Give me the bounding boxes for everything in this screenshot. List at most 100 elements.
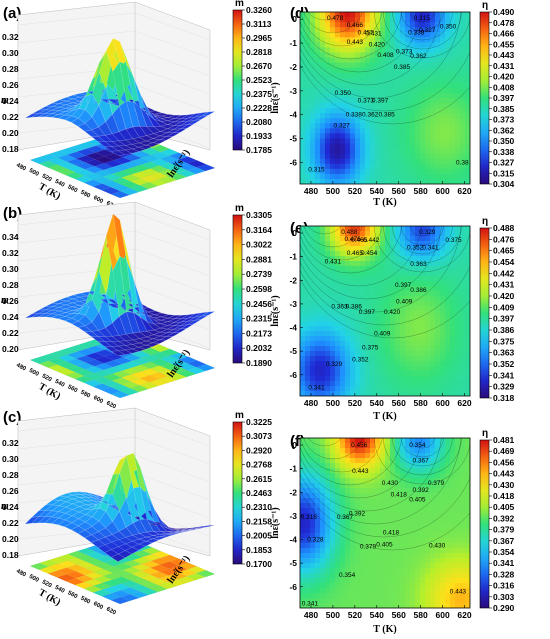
surface-a-colorbar-tick: 0.2523 [246,75,272,85]
heatmap-d-contour-label: 0.420 [369,41,386,48]
surface-c-colorbar-title: m [235,410,244,421]
surface-c-x-tick: 620 [105,606,117,616]
surface-c-colorbar-tick: 0.3225 [246,417,272,427]
surface-c-x-tick: 540 [54,585,66,595]
heatmap-e-contour-label: 0.409 [396,299,413,306]
heatmap-e-contour-label: 0.397 [395,282,412,289]
surface-b-floor-projection [29,329,216,399]
heatmap-d-y-tick: -2 [289,62,297,72]
surface-c-colorbar-tick: 0.2615 [246,474,272,484]
heatmap-d-colorbar-tick: 0.327 [493,158,515,168]
heatmap-f-x-tick: 560 [392,610,406,620]
heatmap-e-contour-label: 0.420 [384,309,401,316]
heatmap-f-y-label: lnε̇(s⁻¹) [270,507,281,538]
heatmap-d-y-tick: -1 [289,38,297,48]
heatmap-e-y-tick: -5 [289,346,297,356]
surface-a-colorbar-tick: 0.3113 [246,19,272,29]
heatmap-d: (d)480 500 520 540 560 580 600 6200-1-2-3-4-5-6… [270,0,515,208]
heatmap-f-contour-label: 0.443 [352,468,369,475]
surface-a-z-tick: 0.24 [2,96,19,106]
heatmap-d-colorbar-tick: 0.350 [493,136,515,146]
surface-a-colorbar-tick: 0.2080 [246,117,272,127]
heatmap-f-contour-label: 0.367 [413,457,430,464]
heatmap-e-colorbar-tick: 0.442 [493,268,515,278]
heatmap-d-x-label: T (K) [373,197,396,208]
heatmap-f-contour-label: 0.430 [429,542,446,549]
heatmap-d-x-tick: 620 [457,186,471,196]
surface-b-z-tick: 0.32 [2,248,19,258]
surface-b-label: (b) [3,205,22,222]
heatmap-f-contour-label: 0.392 [349,511,366,518]
heatmap-f-field [300,438,470,608]
heatmap-e-colorbar-tick: 0.431 [493,280,515,290]
surface-a-colorbar-tick: 0.2670 [246,61,272,71]
heatmap-e-x-label: T (K) [373,411,396,422]
heatmap-panels: (d)480 500 520 540 560 580 600 6200-1-2-3-4-5-6… [270,0,515,635]
surface-c-colorbar [232,421,243,565]
heatmap-d-colorbar-tick: 0.397 [493,93,515,103]
surface-a-z-tick: 0.18 [2,144,19,154]
heatmap-f-colorbar-tick: 0.367 [493,536,515,546]
heatmap-e-contour-label: 0.329 [419,229,436,236]
heatmap-e-y-tick: -6 [289,370,297,380]
heatmap-f-colorbar-tick: 0.430 [493,480,515,490]
heatmap-e-contour-label: 0.363 [410,261,427,268]
surface-b-x-tick: 620 [105,400,117,410]
surface-b: (b)0.340.320.300.280.260.240.220.20m4805… [1,201,272,411]
heatmap-e-x-tick: 600 [435,398,449,408]
surface-a-colorbar-tick: 0.3260 [246,5,272,15]
heatmap-d-x-tick: 520 [348,186,362,196]
heatmap-f-contour-label: 0.354 [339,572,356,579]
heatmap-d-contour-label: 0.362 [410,53,427,60]
surface-c-z-tick: 0.22 [2,518,19,528]
surface-c: (c)0.320.300.280.260.240.220.200.18m4805… [1,407,272,617]
surface-b-colorbar-tick: 0.3305 [246,210,272,220]
heatmap-e-colorbar-tick: 0.375 [493,336,515,346]
surface-b-x-tick: 480 [15,362,27,372]
surface-b-surface [24,213,216,356]
heatmap-e-x-tick: 620 [457,398,471,408]
heatmap-d-x-tick: 560 [392,186,406,196]
surface-c-colorbar-tick: 0.3073 [246,431,272,441]
surface-c-label: (c) [3,409,21,426]
heatmap-d-colorbar [479,11,490,185]
heatmap-d-y-label: lnε̇(s⁻¹) [270,82,281,113]
surface-b-colorbar-tick: 0.1890 [246,358,272,368]
heatmap-d-y-tick: -3 [289,86,297,96]
surface-b-colorbar [232,214,243,364]
heatmap-f-x-tick: 600 [435,610,449,620]
heatmap-d-x-tick: 540 [370,186,384,196]
heatmap-d-field [300,12,470,184]
surface-c-z-tick: 0.26 [2,486,19,496]
surface-c-colorbar-tick: 0.1853 [246,545,272,555]
heatmap-f-colorbar-tick: 0.316 [493,581,515,591]
surface-c-z-tick: 0.18 [2,550,19,560]
heatmap-e-y-tick: 0 [292,228,297,238]
surface-c-z-tick: 0.20 [2,534,19,544]
surface-c-x-tick: 480 [15,568,27,578]
surface-b-colorbar-tick: 0.3164 [246,225,272,235]
heatmap-d-colorbar-title: η [482,0,488,11]
surface-a-x-tick: 560 [66,184,78,194]
heatmap-d-contour-label: 0.431 [365,31,382,38]
surface-c-colorbar-tick: 0.2005 [246,531,272,541]
heatmap-e-x-tick: 480 [304,398,318,408]
surface-b-x-tick: 580 [79,390,91,400]
surface-b-colorbar-tick: 0.3022 [246,240,272,250]
surface-c-z-tick: 0.30 [2,454,19,464]
surface-c-z-tick: 0.32 [2,438,19,448]
heatmap-d-contour-label: 0.385 [394,64,411,71]
heatmap-e-contour-label: 0.363 [331,303,348,310]
heatmap-f-colorbar-tick: 0.469 [493,446,515,456]
heatmap-e-contour-label: 0.431 [325,258,342,265]
heatmap-e-y-tick: -4 [289,323,297,333]
heatmap-e-y-tick: -2 [289,275,297,285]
heatmap-e: (e)480 500 520 540 560 580 600 6200-1-2-3-4-5-6… [270,216,515,422]
heatmap-e-colorbar-tick: 0.318 [493,393,515,403]
heatmap-d-contour-label: 0.350 [440,23,457,30]
surface-a-z-tick: 0.32 [2,32,19,42]
surface-a-x-tick: 540 [54,179,66,189]
heatmap-e-colorbar-tick: 0.420 [493,291,515,301]
heatmap-d-colorbar-tick: 0.315 [493,168,515,178]
heatmap-e-contour-label: 0.409 [374,330,391,337]
